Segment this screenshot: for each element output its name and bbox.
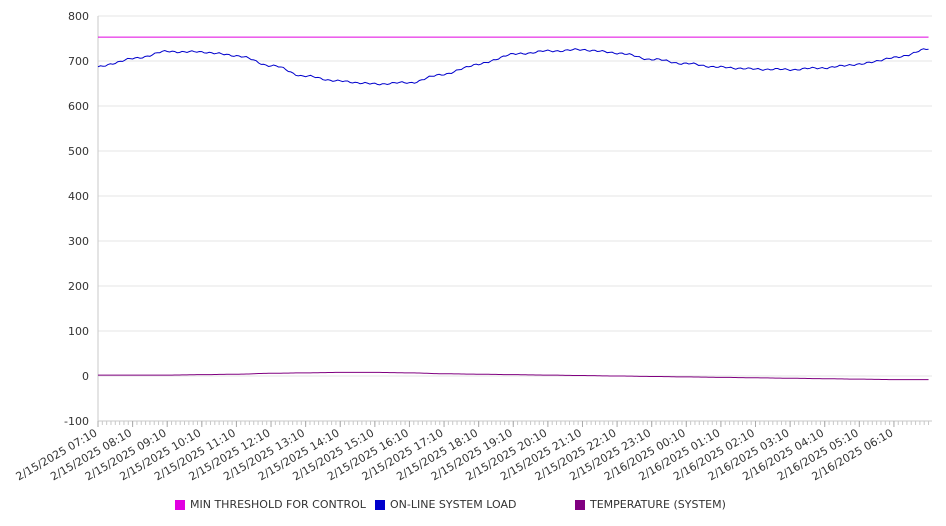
y-tick-label: 600 [68,100,89,113]
legend-label: TEMPERATURE (SYSTEM) [590,498,726,511]
legend-item[interactable]: MIN THRESHOLD FOR CONTROL [175,498,366,511]
grid [98,15,932,422]
axes [97,16,932,427]
y-tick-label: 0 [82,370,89,383]
y-tick-label: 100 [68,325,89,338]
y-tick-label: 800 [68,10,89,23]
legend-item[interactable]: TEMPERATURE (SYSTEM) [575,498,726,511]
y-tick-label: -100 [64,415,89,428]
legend-swatch [175,499,185,510]
series-line-temperature-system [98,371,929,381]
y-tick-label: 400 [68,190,89,203]
y-tick-labels: -100 0 100 200 300 400 500 600 700 800 [64,10,89,428]
legend-label: MIN THRESHOLD FOR CONTROL [190,498,366,511]
legend-swatch [375,499,385,510]
y-tick-label: 700 [68,55,89,68]
series-line-on-line-system-load [97,48,929,86]
y-tick-label: 300 [68,235,89,248]
x-tick-labels: 2/15/2025 07:102/15/2025 08:102/15/2025 … [14,426,896,483]
series-lines [97,36,929,381]
legend-item[interactable]: ON-LINE SYSTEM LOAD [375,498,516,511]
legend: MIN THRESHOLD FOR CONTROL ON-LINE SYSTEM … [0,498,946,516]
legend-label: ON-LINE SYSTEM LOAD [390,498,517,511]
legend-swatch [575,499,585,510]
y-tick-label: 500 [68,145,89,158]
y-tick-label: 200 [68,280,89,293]
